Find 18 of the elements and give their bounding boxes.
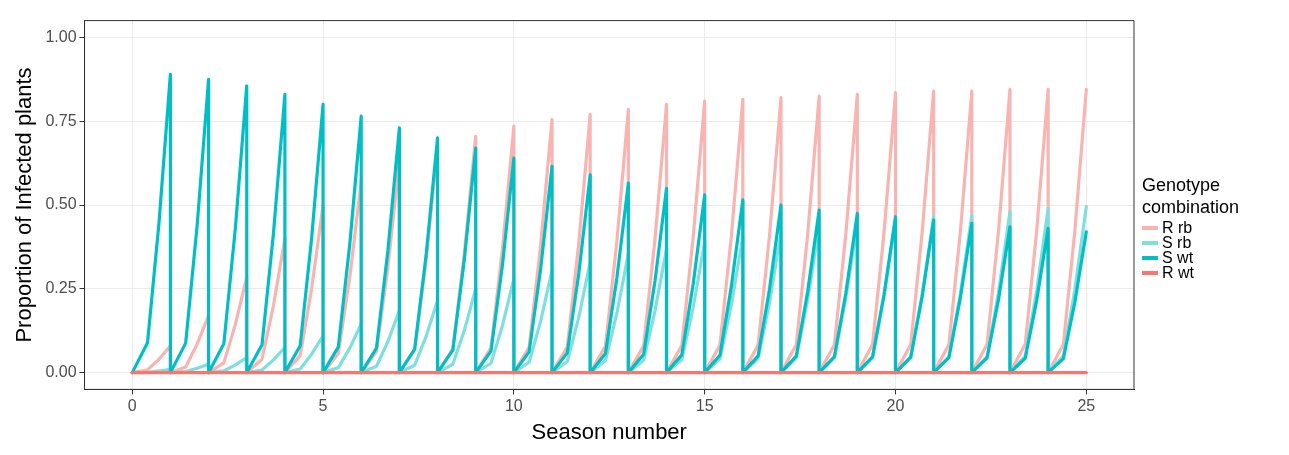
y-tick-label: 0.75 [45, 111, 77, 129]
x-tick-label: 5 [318, 397, 328, 415]
y-tick-label: 0.25 [45, 279, 77, 297]
x-tick-label: 0 [127, 397, 137, 415]
x-tick-label: 25 [1077, 397, 1096, 415]
legend-label: R rb [1162, 219, 1193, 236]
x-tick-label: 20 [886, 397, 905, 415]
y-axis-title: Proportion of Infected plants [11, 67, 37, 343]
x-axis-title: Season number [531, 418, 687, 444]
legend-label: S rb [1162, 234, 1192, 251]
x-tick-label: 15 [695, 397, 714, 415]
x-tick-label: 10 [504, 397, 523, 415]
y-tick-label: 0.00 [45, 363, 77, 381]
legend-label: S wt [1162, 249, 1194, 266]
y-tick-label: 0.50 [45, 195, 77, 213]
legend-label: R wt [1162, 264, 1194, 281]
y-tick-label: 1.00 [45, 27, 77, 45]
legend-title: Genotype combination [1142, 174, 1241, 218]
